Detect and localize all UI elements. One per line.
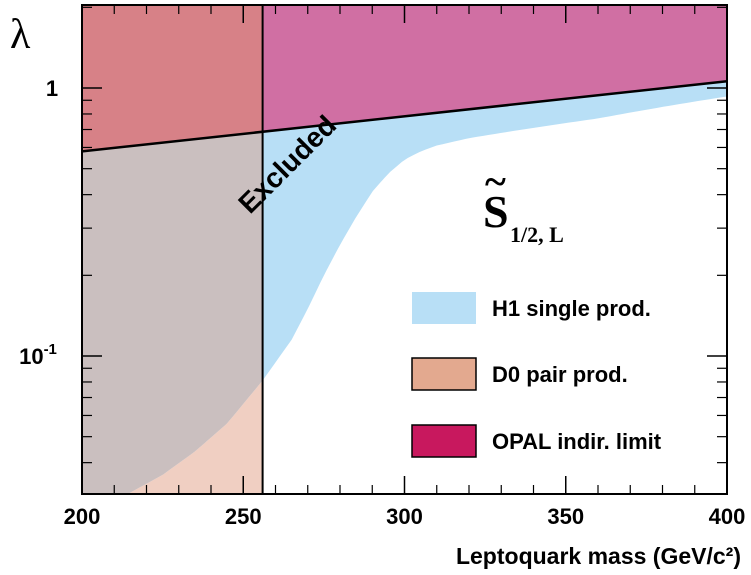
legend-label: H1 single prod. (492, 296, 651, 321)
y-tick-label: 10-1 (19, 341, 57, 369)
y-tick-exponent: -1 (44, 341, 57, 358)
y-tick-label: 1 (46, 76, 58, 101)
opal-excluded-region (262, 5, 727, 132)
opal-limit-line (82, 79, 727, 153)
x-axis-label: Leptoquark mass (GeV/c²) (456, 543, 741, 569)
exclusion-regions (82, 5, 727, 494)
legend-label: OPAL indir. limit (492, 429, 662, 454)
legend-label: D0 pair prod. (492, 362, 628, 387)
y-tick-base: 1 (46, 76, 58, 101)
y-axis-label: λ (10, 12, 31, 58)
legend-swatch (411, 424, 477, 458)
opal-d0-overlap-region (82, 5, 263, 152)
x-tick-label: 350 (547, 504, 584, 529)
d0-h1-overlap-region (82, 131, 263, 494)
legend-swatch (412, 292, 476, 324)
x-tick-label: 250 (225, 504, 262, 529)
model-label: S ~ 1/2, L (483, 159, 564, 247)
model-label-main: S (483, 186, 509, 237)
x-tick-label: 300 (386, 504, 423, 529)
x-tick-label: 400 (709, 504, 746, 529)
h1-excluded-region (262, 81, 727, 381)
limit-lines (82, 5, 727, 494)
model-label-subscript: 1/2, L (510, 222, 564, 247)
legend: H1 single prod. D0 pair prod. OPAL indir. … (411, 292, 662, 458)
d0-excluded-region (127, 380, 263, 494)
x-tick-label: 200 (64, 504, 101, 529)
model-label-tilde: ~ (485, 159, 506, 204)
axes: 200 250 300 350 400 1 10-1 (19, 5, 745, 529)
y-tick-base: 10 (19, 344, 43, 369)
legend-swatch (411, 357, 477, 391)
